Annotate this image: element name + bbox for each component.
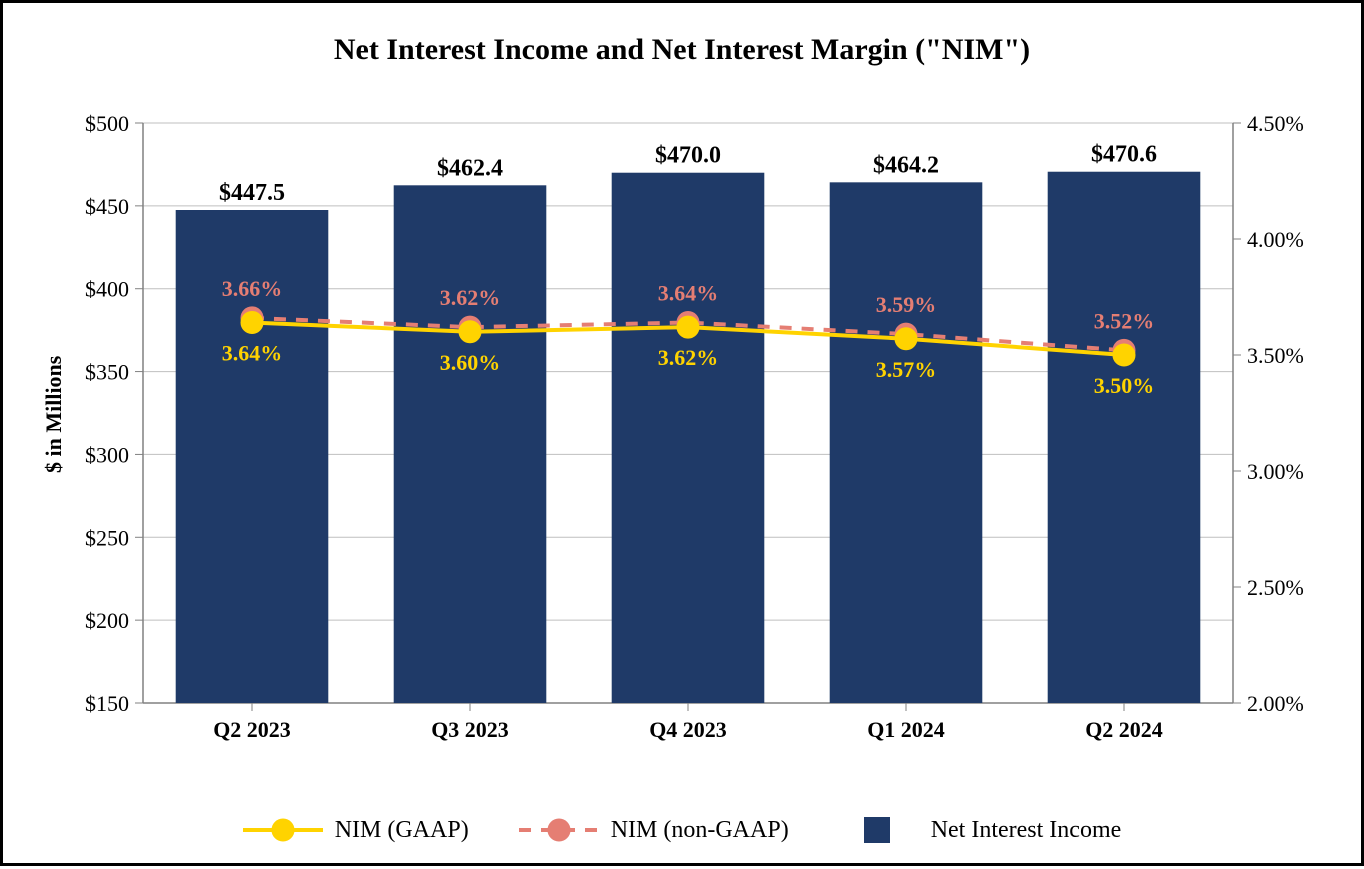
- y-left-tick-label: $150: [85, 691, 129, 716]
- nim-nongaap-value-label: 3.66%: [222, 276, 283, 301]
- legend-item-nongaap: NIM (non-GAAP): [519, 815, 789, 845]
- y-left-tick-label: $350: [85, 360, 129, 385]
- legend-swatch-icon: [839, 815, 919, 845]
- y-left-tick-label: $400: [85, 277, 129, 302]
- nim-gaap-marker: [677, 316, 699, 338]
- bar-value-label: $470.0: [655, 143, 721, 169]
- nim-gaap-marker: [459, 321, 481, 343]
- y-right-tick-label: 3.00%: [1247, 459, 1304, 484]
- nim-gaap-marker: [241, 312, 263, 334]
- bar: [612, 173, 765, 703]
- y-left-tick-label: $300: [85, 442, 129, 467]
- legend-swatch-icon: [243, 815, 323, 845]
- legend-label: Net Interest Income: [931, 817, 1122, 844]
- x-tick-label: Q2 2024: [1085, 717, 1163, 742]
- legend: NIM (GAAP) NIM (non-GAAP) Net Interest Inc…: [3, 815, 1361, 845]
- y-left-tick-label: $250: [85, 525, 129, 550]
- y-left-tick-label: $450: [85, 194, 129, 219]
- y-left-tick-label: $200: [85, 608, 129, 633]
- x-tick-label: Q4 2023: [649, 717, 727, 742]
- y-right-tick-label: 4.50%: [1247, 111, 1304, 136]
- bar-value-label: $447.5: [219, 180, 285, 206]
- bar-value-label: $464.2: [873, 152, 939, 178]
- x-tick-label: Q3 2023: [431, 717, 509, 742]
- nim-nongaap-value-label: 3.52%: [1094, 308, 1155, 333]
- nim-nongaap-value-label: 3.59%: [876, 292, 937, 317]
- y-right-tick-label: 3.50%: [1247, 343, 1304, 368]
- x-tick-label: Q2 2023: [213, 717, 291, 742]
- legend-label: NIM (GAAP): [335, 817, 469, 844]
- nim-gaap-value-label: 3.57%: [876, 357, 937, 382]
- x-tick-label: Q1 2024: [867, 717, 945, 742]
- nim-gaap-value-label: 3.64%: [222, 341, 283, 366]
- nim-gaap-value-label: 3.60%: [440, 350, 501, 375]
- chart-container: Net Interest Income and Net Interest Mar…: [0, 0, 1364, 866]
- y-axis-label: $ in Millions: [41, 356, 67, 473]
- bar: [1048, 172, 1201, 703]
- bar: [394, 185, 547, 703]
- nim-nongaap-value-label: 3.64%: [658, 281, 719, 306]
- y-left-tick-label: $500: [85, 111, 129, 136]
- nim-gaap-value-label: 3.50%: [1094, 373, 1155, 398]
- nim-gaap-marker: [895, 328, 917, 350]
- bar: [830, 182, 983, 703]
- y-right-tick-label: 2.00%: [1247, 691, 1304, 716]
- y-right-tick-label: 2.50%: [1247, 575, 1304, 600]
- legend-item-bars: Net Interest Income: [839, 815, 1122, 845]
- nim-gaap-value-label: 3.62%: [658, 345, 719, 370]
- nim-nongaap-value-label: 3.62%: [440, 285, 501, 310]
- bar-value-label: $470.6: [1091, 142, 1157, 168]
- legend-swatch-icon: [519, 815, 599, 845]
- legend-item-gaap: NIM (GAAP): [243, 815, 469, 845]
- nim-gaap-marker: [1113, 344, 1135, 366]
- bar-value-label: $462.4: [437, 155, 503, 181]
- y-right-tick-label: 4.00%: [1247, 227, 1304, 252]
- legend-label: NIM (non-GAAP): [611, 817, 789, 844]
